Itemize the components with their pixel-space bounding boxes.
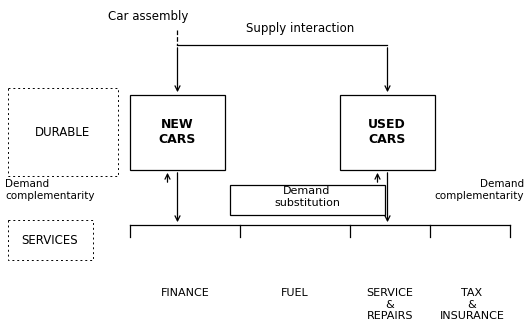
Bar <box>130 95 225 170</box>
Text: Demand
complementarity: Demand complementarity <box>434 179 524 201</box>
Text: Supply interaction: Supply interaction <box>246 22 354 35</box>
Bar <box>8 88 118 176</box>
Text: Car assembly: Car assembly <box>108 10 188 23</box>
Text: USED
CARS: USED CARS <box>368 118 406 146</box>
Text: SERVICE
&
REPAIRS: SERVICE & REPAIRS <box>367 288 414 321</box>
Bar <box>8 220 93 260</box>
Text: Demand
substitution: Demand substitution <box>274 186 340 208</box>
Text: SERVICES: SERVICES <box>22 234 78 247</box>
Bar <box>340 95 435 170</box>
Text: NEW
CARS: NEW CARS <box>158 118 196 146</box>
Text: DURABLE: DURABLE <box>34 125 89 139</box>
Text: FUEL: FUEL <box>281 288 309 298</box>
Text: FINANCE: FINANCE <box>161 288 209 298</box>
Bar <box>230 185 385 215</box>
Text: Demand
complementarity: Demand complementarity <box>5 179 95 201</box>
Text: TAX
&
INSURANCE: TAX & INSURANCE <box>440 288 505 321</box>
